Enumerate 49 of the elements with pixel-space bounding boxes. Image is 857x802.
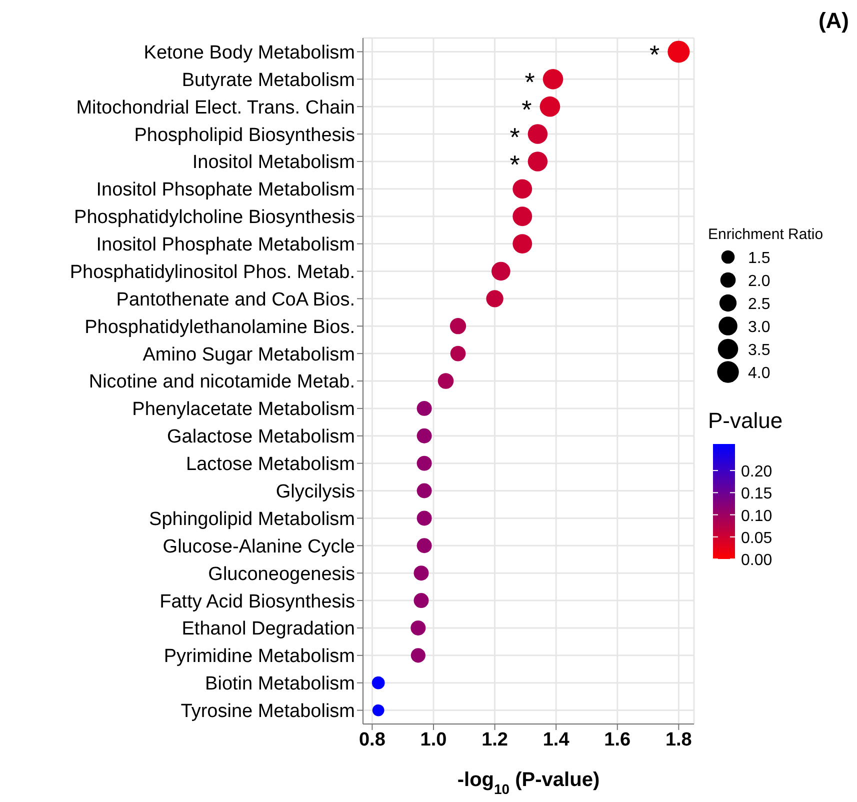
y-tick-label: Tyrosine Metabolism (180, 701, 355, 722)
y-tick-label: Nicotine and nicotamide Metab. (88, 372, 355, 393)
color-bar-label: 0.15 (741, 486, 772, 503)
y-tick-label: Inositol Phosphate Metabolism (96, 234, 355, 256)
color-bar-label: 0.20 (741, 464, 772, 481)
color-bar-title: P-value (708, 408, 784, 434)
legend-label: 2.5 (748, 296, 770, 313)
y-tick-label: Pantothenate and CoA Bios. (116, 289, 355, 310)
x-tick-label: 1.0 (420, 729, 447, 750)
x-tick-label: 0.8 (358, 729, 386, 750)
legend-label: 1.5 (748, 250, 770, 267)
color-bar-label: 0.10 (741, 508, 772, 525)
legend-label: 3.0 (748, 319, 770, 336)
y-tick-label: Pyrimidine Metabolism (164, 646, 355, 668)
y-tick-label: Inositol Metabolism (192, 152, 355, 174)
y-tick-label: Galactose Metabolism (167, 426, 355, 448)
annotation: * (522, 94, 532, 125)
y-tick-label: Phenylacetate Metabolism (132, 399, 355, 420)
y-tick-label: Phospholipid Biosynthesis (134, 124, 355, 146)
x-tick-label: 1.2 (482, 729, 508, 750)
y-tick-label: Phosphatidylcholine Biosynthesis (74, 207, 355, 228)
y-tick-label: Ethanol Degradation (182, 618, 355, 640)
annotation: * (650, 40, 660, 70)
legend-label: 4.0 (748, 365, 770, 382)
text: (A) (818, 8, 849, 34)
x-tick-label: 1.8 (665, 729, 692, 750)
y-tick-label: Butyrate Metabolism (182, 70, 355, 91)
annotation: * (524, 67, 535, 98)
y-tick-label: Lactose Metabolism (186, 454, 355, 476)
y-tick-label: Mitochondrial Elect. Trans. Chain (76, 97, 355, 118)
y-tick-label: Glycilysis (276, 482, 355, 503)
legend-title: Enrichment Ratio (708, 226, 824, 243)
color-bar-label: 0.00 (741, 552, 772, 569)
y-tick-label: Amino Sugar Metabolism (142, 344, 355, 366)
y-tick-label: Phosphatidylinositol Phos. Metab. (70, 262, 355, 283)
y-tick-label: Phosphatidylethanolamine Bios. (84, 316, 355, 338)
y-tick-label: Ketone Body Metabolism (144, 42, 355, 64)
y-tick-label: Biotin Metabolism (205, 674, 355, 695)
legend-label: 3.5 (748, 342, 770, 359)
y-tick-label: Gluconeogenesis (208, 564, 355, 585)
y-tick-label: Sphingolipid Metabolism (149, 508, 355, 530)
y-tick-label: Fatty Acid Biosynthesis (160, 591, 355, 612)
x-tick-label: 1.6 (604, 729, 631, 750)
y-tick-label: Glucose-Alanine Cycle (162, 536, 355, 558)
x-tick-label: 1.4 (542, 729, 570, 750)
legend-label: 2.0 (748, 273, 770, 290)
color-bar-label: 0.05 (741, 530, 772, 547)
y-tick-label: Inositol Phsophate Metabolism (96, 180, 355, 201)
x-axis-title: -log$_{10}$ (P-value) (457, 769, 600, 797)
